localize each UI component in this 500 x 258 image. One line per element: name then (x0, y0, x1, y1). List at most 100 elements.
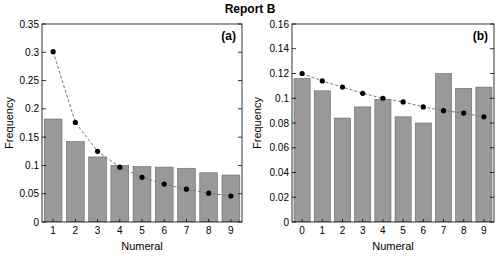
marker (481, 114, 486, 119)
y-tick (490, 48, 494, 49)
x-tick (302, 219, 303, 222)
y-tick (238, 193, 242, 194)
y-tick-label: 0.2 (25, 103, 39, 114)
x-tick (97, 219, 98, 222)
marker (117, 165, 122, 170)
y-tick (42, 80, 46, 81)
x-tick-label: 6 (161, 225, 167, 236)
marker (162, 181, 167, 186)
marker (300, 71, 305, 76)
x-tick (463, 219, 464, 222)
y-tick (238, 24, 242, 25)
plot-area (44, 49, 240, 222)
y-tick (292, 147, 296, 148)
x-tick-label: 9 (228, 225, 234, 236)
y-tick-label: 0.08 (270, 118, 290, 129)
y-tick (292, 24, 296, 25)
bar (415, 123, 431, 222)
marker (401, 99, 406, 104)
x-tick (142, 219, 143, 222)
figure-title: Report B (225, 2, 276, 16)
y-tick-label: 0.35 (20, 19, 40, 30)
y-tick-label: 0.05 (20, 188, 40, 199)
y-tick (42, 24, 46, 25)
line (302, 74, 484, 117)
x-tick (362, 219, 363, 222)
y-tick (490, 147, 494, 148)
marker (320, 78, 325, 83)
x-tick-label: 4 (117, 225, 123, 236)
marker (206, 191, 211, 196)
y-tick (292, 197, 296, 198)
bar (314, 91, 330, 222)
x-tick (186, 219, 187, 222)
y-tick (238, 52, 242, 53)
bar (294, 78, 310, 222)
marker (421, 104, 426, 109)
plot-frame (292, 24, 494, 222)
y-tick (490, 222, 494, 223)
x-tick (230, 219, 231, 222)
y-axis-label: Frequency (3, 97, 15, 149)
marker (360, 91, 365, 96)
bar (395, 117, 411, 222)
marker (184, 187, 189, 192)
x-tick-label: 8 (461, 225, 467, 236)
bar (200, 173, 218, 222)
x-tick-label: 2 (73, 225, 79, 236)
y-tick (490, 197, 494, 198)
y-tick (238, 165, 242, 166)
x-tick-label: 3 (360, 225, 366, 236)
y-tick-label: 0.1 (25, 160, 39, 171)
bar (66, 142, 84, 222)
x-tick (403, 219, 404, 222)
x-tick (208, 219, 209, 222)
figure: Report B00.050.10.150.20.250.30.35123456… (0, 0, 500, 258)
x-tick-label: 1 (50, 225, 56, 236)
x-tick (75, 219, 76, 222)
x-tick-label: 6 (421, 225, 427, 236)
x-tick-label: 9 (481, 225, 487, 236)
x-axis-label: Numeral (121, 240, 163, 252)
plot-frame (42, 24, 242, 222)
bar (456, 88, 472, 222)
bar (89, 157, 107, 222)
y-tick-label: 0.12 (270, 68, 290, 79)
bar (476, 87, 492, 222)
y-tick-label: 0.04 (270, 167, 290, 178)
x-tick-label: 7 (441, 225, 447, 236)
marker (441, 108, 446, 113)
y-tick-label: 0.02 (270, 192, 290, 203)
marker (139, 175, 144, 180)
y-tick (42, 193, 46, 194)
y-tick-label: 0.15 (20, 132, 40, 143)
x-tick (53, 219, 54, 222)
bar (375, 99, 391, 222)
x-tick-label: 7 (184, 225, 190, 236)
x-tick (483, 219, 484, 222)
bar (222, 175, 240, 222)
marker (461, 111, 466, 116)
y-tick-label: 0.3 (25, 47, 39, 58)
bar (435, 74, 451, 223)
y-tick (292, 48, 296, 49)
y-tick-label: 0 (33, 217, 39, 228)
bar (178, 168, 196, 222)
y-tick-label: 0 (283, 217, 289, 228)
y-tick-label: 0.06 (270, 142, 290, 153)
x-tick-label: 5 (400, 225, 406, 236)
x-tick (443, 219, 444, 222)
bar (155, 167, 173, 222)
marker (340, 85, 345, 90)
y-tick-label: 0.14 (270, 43, 290, 54)
line (53, 52, 231, 196)
marker (73, 120, 78, 125)
x-tick (382, 219, 383, 222)
x-tick-label: 5 (139, 225, 145, 236)
x-tick-label: 3 (95, 225, 101, 236)
x-tick (119, 219, 120, 222)
x-tick (322, 219, 323, 222)
marker (228, 193, 233, 198)
y-tick (42, 222, 46, 223)
y-tick (42, 137, 46, 138)
